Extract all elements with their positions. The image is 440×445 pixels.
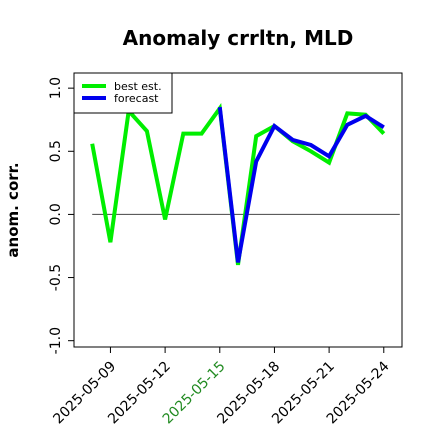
- y-axis-label: anom. corr.: [4, 162, 22, 257]
- legend-label: best est.: [114, 80, 162, 93]
- legend-label: forecast: [114, 92, 159, 105]
- legend: best est.forecast: [73, 72, 173, 114]
- legend-box: [73, 72, 173, 114]
- plot-frame: [73, 72, 403, 348]
- y-tick-label: 1.0: [48, 77, 64, 99]
- y-tick-label: -1.0: [48, 327, 64, 354]
- y-tick-label: 0.0: [48, 203, 64, 225]
- y-tick-label: -0.5: [48, 264, 64, 291]
- series-line-2: [217, 106, 385, 263]
- series-line-1: [90, 103, 386, 266]
- y-tick-label: 0.5: [48, 140, 64, 162]
- chart-title: Anomaly crrltn, MLD: [123, 26, 354, 50]
- plot-area: -1.0-0.50.00.51.02025-05-092025-05-12202…: [48, 72, 403, 427]
